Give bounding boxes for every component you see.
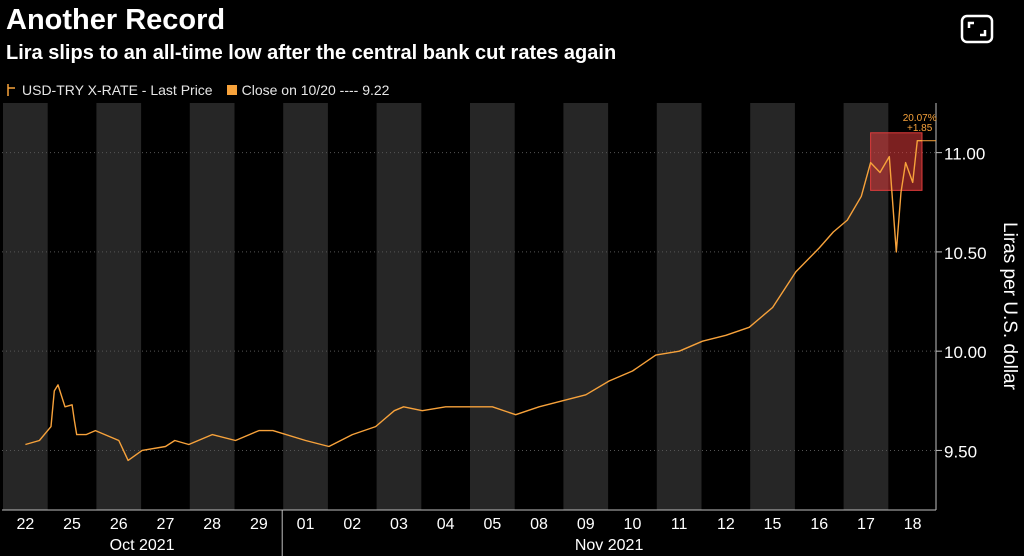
x-tick-label: 05 — [483, 516, 501, 533]
x-tick-label: 03 — [390, 516, 408, 533]
x-tick-label: 16 — [810, 516, 828, 533]
day-band — [656, 103, 702, 510]
y-tick-label: 10.00 — [944, 343, 987, 362]
x-tick-label: 10 — [624, 516, 642, 533]
x-tick-label: 26 — [110, 516, 128, 533]
expand-button[interactable] — [960, 14, 994, 44]
day-band — [189, 103, 235, 510]
x-tick-label: 18 — [904, 516, 922, 533]
x-tick-label: 01 — [297, 516, 315, 533]
chart-title: Another Record — [6, 4, 226, 36]
legend-series-label: USD-TRY X-RATE - Last Price — [22, 82, 213, 98]
y-axis-label: Liras per U.S. dollar — [999, 222, 1020, 391]
x-tick-label: 25 — [63, 516, 81, 533]
month-label: Nov 2021 — [575, 537, 644, 554]
day-band — [283, 103, 328, 510]
legend: USD-TRY X-RATE - Last Price Close on 10/… — [6, 80, 389, 100]
x-tick-label: 29 — [250, 516, 268, 533]
chart-subtitle: Lira slips to an all-time low after the … — [6, 42, 617, 64]
highlight-box — [870, 132, 923, 191]
x-tick-label: 12 — [717, 516, 735, 533]
x-tick-label: 08 — [530, 516, 548, 533]
series-line — [25, 139, 922, 462]
x-tick-label: 04 — [437, 516, 455, 533]
x-tick-label: 28 — [203, 516, 221, 533]
change-annotation: 20.07% — [903, 113, 937, 124]
day-band — [470, 103, 515, 510]
y-tick-label: 10.50 — [944, 244, 987, 263]
y-tick-label: 9.50 — [944, 442, 977, 461]
change-annotation: +1.85 — [907, 123, 933, 134]
day-band — [563, 103, 609, 510]
x-tick-label: 09 — [577, 516, 595, 533]
y-tick-label: 11.00 — [944, 145, 985, 164]
x-tick-label: 02 — [343, 516, 361, 533]
x-tick-label: 15 — [764, 516, 782, 533]
close-swatch-icon — [226, 85, 237, 95]
x-tick-label: 11 — [671, 516, 688, 533]
x-tick-label: 27 — [157, 516, 175, 533]
legend-close-label: Close on 10/20 ---- 9.22 — [241, 82, 390, 98]
day-band — [376, 103, 422, 510]
day-band — [3, 103, 48, 510]
x-tick-label: 22 — [16, 516, 34, 533]
line-series-swatch-icon — [6, 83, 18, 97]
day-band — [96, 103, 142, 510]
x-tick-label: 17 — [857, 516, 875, 533]
expand-icon — [960, 14, 994, 44]
month-label: Oct 2021 — [110, 537, 175, 554]
